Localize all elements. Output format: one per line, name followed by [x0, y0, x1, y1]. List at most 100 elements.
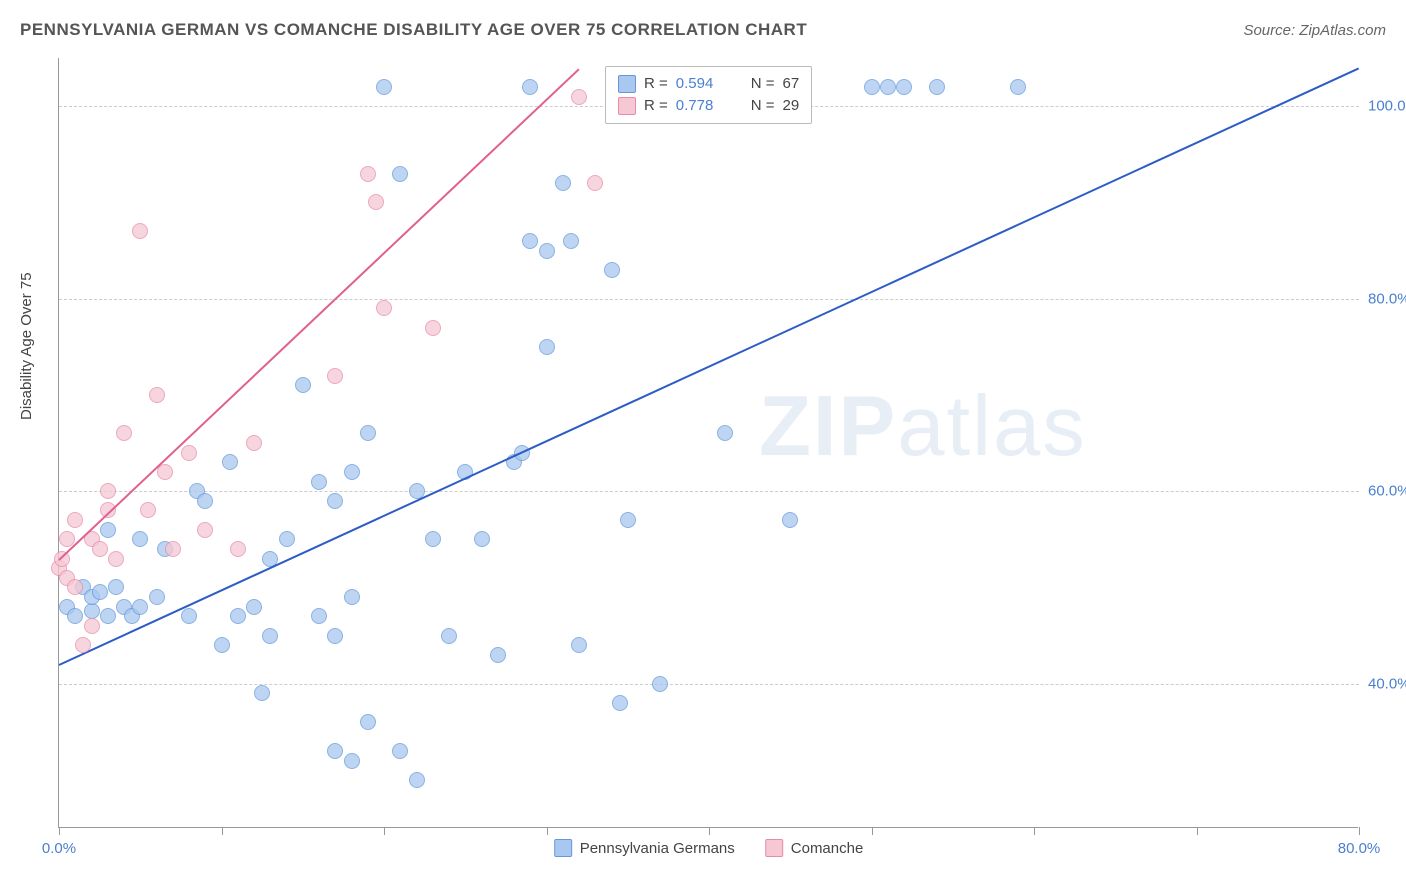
xtick-label: 0.0% — [42, 840, 76, 857]
legend-item: Comanche — [765, 839, 864, 857]
source-attribution: Source: ZipAtlas.com — [1243, 22, 1386, 39]
scatter-point — [67, 608, 83, 624]
scatter-point — [197, 493, 213, 509]
legend-label: Pennsylvania Germans — [580, 840, 735, 857]
legend-swatch — [618, 75, 636, 93]
scatter-point — [409, 772, 425, 788]
gridline — [59, 299, 1359, 300]
scatter-point — [392, 743, 408, 759]
scatter-point — [555, 175, 571, 191]
watermark: ZIPatlas — [759, 378, 1087, 476]
n-label: N = — [751, 75, 775, 92]
scatter-point — [563, 233, 579, 249]
scatter-point — [344, 464, 360, 480]
scatter-point — [262, 628, 278, 644]
y-axis-label: Disability Age Over 75 — [18, 272, 35, 420]
scatter-point — [587, 175, 603, 191]
n-value: 67 — [783, 75, 800, 92]
scatter-point — [604, 262, 620, 278]
scatter-point — [368, 194, 384, 210]
scatter-point — [246, 599, 262, 615]
scatter-point — [75, 637, 91, 653]
scatter-point — [92, 541, 108, 557]
xtick — [384, 827, 385, 835]
scatter-point — [344, 589, 360, 605]
legend-item: Pennsylvania Germans — [554, 839, 735, 857]
n-label: N = — [751, 97, 775, 114]
scatter-point — [360, 714, 376, 730]
scatter-point — [880, 79, 896, 95]
ytick-label: 80.0% — [1368, 290, 1406, 307]
scatter-point — [571, 89, 587, 105]
chart-area: ZIPatlas 40.0%60.0%80.0%100.0%0.0%80.0%R… — [58, 58, 1358, 828]
trend-line — [59, 68, 1360, 667]
scatter-point — [717, 425, 733, 441]
scatter-point — [311, 474, 327, 490]
scatter-point — [132, 599, 148, 615]
scatter-point — [376, 79, 392, 95]
scatter-point — [132, 531, 148, 547]
xtick — [872, 827, 873, 835]
scatter-point — [311, 608, 327, 624]
scatter-point — [929, 79, 945, 95]
scatter-point — [327, 368, 343, 384]
scatter-point — [181, 445, 197, 461]
scatter-point — [100, 522, 116, 538]
scatter-point — [782, 512, 798, 528]
xtick — [1034, 827, 1035, 835]
scatter-point — [896, 79, 912, 95]
scatter-point — [108, 551, 124, 567]
scatter-plot: ZIPatlas 40.0%60.0%80.0%100.0%0.0%80.0%R… — [58, 58, 1358, 828]
legend-swatch — [765, 839, 783, 857]
ytick-label: 40.0% — [1368, 675, 1406, 692]
scatter-point — [327, 628, 343, 644]
scatter-point — [230, 608, 246, 624]
r-value: 0.778 — [676, 97, 731, 114]
n-value: 29 — [783, 97, 800, 114]
scatter-point — [376, 300, 392, 316]
legend: Pennsylvania Germans Comanche — [554, 839, 864, 857]
ytick-label: 60.0% — [1368, 483, 1406, 500]
scatter-point — [67, 579, 83, 595]
scatter-point — [1010, 79, 1026, 95]
scatter-point — [612, 695, 628, 711]
stats-row: R =0.778N =29 — [618, 95, 799, 117]
scatter-point — [84, 618, 100, 634]
scatter-point — [441, 628, 457, 644]
scatter-point — [197, 522, 213, 538]
ytick-label: 100.0% — [1368, 98, 1406, 115]
scatter-point — [181, 608, 197, 624]
scatter-point — [279, 531, 295, 547]
scatter-point — [327, 743, 343, 759]
scatter-point — [652, 676, 668, 692]
xtick — [1359, 827, 1360, 835]
scatter-point — [392, 166, 408, 182]
scatter-point — [149, 387, 165, 403]
scatter-point — [864, 79, 880, 95]
scatter-point — [132, 223, 148, 239]
r-label: R = — [644, 75, 668, 92]
r-value: 0.594 — [676, 75, 731, 92]
scatter-point — [92, 584, 108, 600]
xtick — [547, 827, 548, 835]
scatter-point — [165, 541, 181, 557]
scatter-point — [360, 166, 376, 182]
scatter-point — [522, 233, 538, 249]
xtick-label: 80.0% — [1338, 840, 1381, 857]
scatter-point — [116, 425, 132, 441]
scatter-point — [100, 483, 116, 499]
legend-swatch — [618, 97, 636, 115]
scatter-point — [571, 637, 587, 653]
scatter-point — [149, 589, 165, 605]
scatter-point — [474, 531, 490, 547]
scatter-point — [67, 512, 83, 528]
scatter-point — [100, 608, 116, 624]
xtick — [1197, 827, 1198, 835]
scatter-point — [108, 579, 124, 595]
legend-label: Comanche — [791, 840, 864, 857]
scatter-point — [490, 647, 506, 663]
scatter-point — [344, 753, 360, 769]
scatter-point — [522, 79, 538, 95]
scatter-point — [539, 339, 555, 355]
scatter-point — [246, 435, 262, 451]
